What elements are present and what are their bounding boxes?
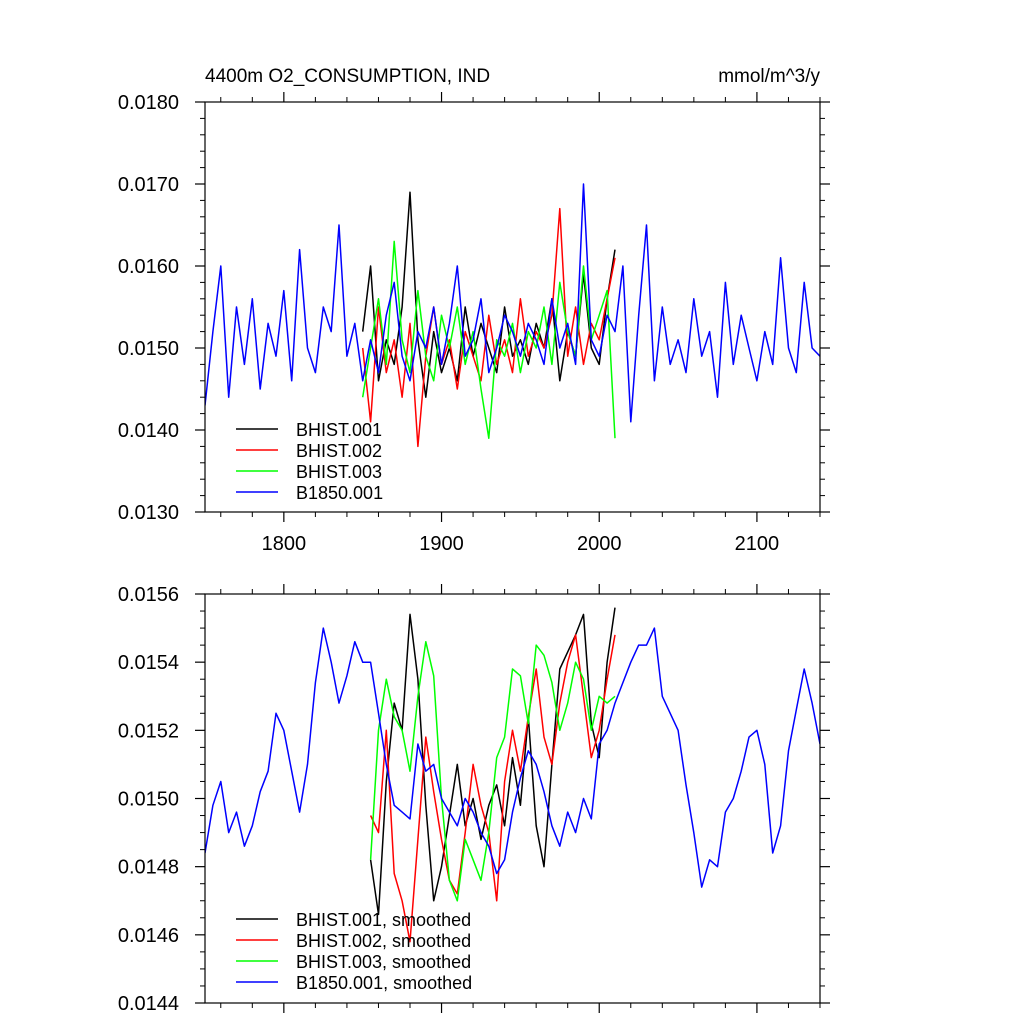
top-chart-units: mmol/m^3/y <box>718 66 820 87</box>
x-tick-label: 2000 <box>577 533 622 555</box>
y-tick-label: 0.0148 <box>118 857 179 879</box>
series-line-2 <box>361 207 616 448</box>
x-tick-label: 1800 <box>262 533 307 555</box>
plot-frame <box>204 101 821 513</box>
y-tick-label: 0.0140 <box>118 420 179 442</box>
x-tick-label: 1900 <box>419 533 464 555</box>
y-tick-label: 0.0170 <box>118 174 179 196</box>
legend-label: BHIST.001 <box>296 420 382 440</box>
legend-label: B1850.001 <box>296 483 383 503</box>
y-tick-label: 0.0150 <box>118 338 179 360</box>
y-tick-label: 0.0150 <box>118 789 179 811</box>
y-tick-label: 0.0152 <box>118 720 179 742</box>
series-line-4 <box>205 183 820 423</box>
y-tick-label: 0.0156 <box>118 584 179 606</box>
y-tick-label: 0.0144 <box>118 993 179 1015</box>
top-chart-title: 4400m O2_CONSUMPTION, IND <box>205 66 490 87</box>
bottom-chart-panel: 0.0144 0.0146 0.0148 0.0150 0.0152 0.0154 0.01… <box>118 584 830 1015</box>
legend-label: B1850.001, smoothed <box>296 973 472 993</box>
y-tick-label: 0.0154 <box>118 652 179 674</box>
y-tick-label: 0.0130 <box>118 502 179 524</box>
legend-label: BHIST.003, smoothed <box>296 952 471 972</box>
y-tick-label: 0.0180 <box>118 92 179 114</box>
legend-label: BHIST.003 <box>296 462 382 482</box>
legend-label: BHIST.002, smoothed <box>296 931 471 951</box>
series-line-2 <box>369 634 616 943</box>
series-lines <box>205 607 820 943</box>
y-tick-label: 0.0160 <box>118 256 179 278</box>
series-lines <box>205 183 820 448</box>
series-line-4 <box>205 627 820 888</box>
legend-label: BHIST.002 <box>296 441 382 461</box>
legend-label: BHIST.001, smoothed <box>296 910 471 930</box>
top-chart-panel: 4400m O2_CONSUMPTION, IND mmol/m^3/y 180… <box>118 66 830 555</box>
series-line-3 <box>369 640 616 902</box>
y-tick-label: 0.0146 <box>118 925 179 947</box>
x-tick-label: 2100 <box>735 533 780 555</box>
